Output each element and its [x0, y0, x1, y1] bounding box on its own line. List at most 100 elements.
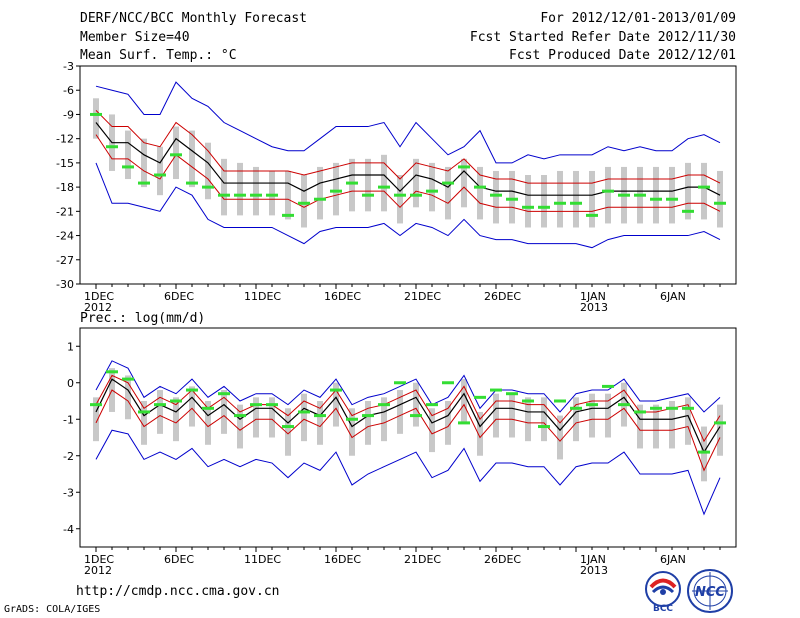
ensemble-box: [157, 390, 163, 434]
observation-mark: [186, 181, 198, 185]
ensemble-box: [717, 404, 723, 456]
ensemble-box: [285, 170, 291, 220]
x-tick-label: 11DEC: [244, 290, 281, 303]
ensemble-box: [317, 166, 323, 220]
ensemble-box: [125, 130, 131, 180]
ensemble-box: [461, 158, 467, 208]
ensemble-box: [637, 404, 643, 449]
observation-mark: [698, 185, 710, 189]
y-tick-label: 0: [67, 377, 74, 390]
observation-mark: [554, 201, 566, 205]
ensemble-box: [525, 397, 531, 442]
observation-mark: [282, 425, 294, 429]
ensemble-box: [589, 393, 595, 438]
observation-mark: [586, 213, 598, 217]
ensemble-box: [605, 166, 611, 224]
ensemble-min-line: [95, 429, 721, 516]
observation-mark: [266, 193, 278, 197]
ensemble-box: [397, 390, 403, 434]
observation-mark: [570, 201, 582, 205]
y-tick-label: 1: [67, 340, 74, 353]
ensemble-box: [349, 408, 355, 456]
ensemble-box: [189, 386, 195, 427]
observation-mark: [490, 193, 502, 197]
y-tick-label: -30: [56, 278, 74, 291]
observation-mark: [682, 406, 694, 410]
ensemble-box: [301, 175, 307, 228]
y-tick-label: -21: [56, 205, 74, 218]
x-tick-label: 1DEC: [84, 553, 114, 566]
y-tick-label: -24: [56, 230, 74, 243]
observation-mark: [378, 403, 390, 407]
x-tick-label: 6DEC: [164, 553, 194, 566]
observation-mark: [554, 399, 566, 403]
member-size-label: Member Size=40: [80, 30, 190, 45]
ensemble-box: [525, 175, 531, 228]
ensemble-box: [653, 166, 659, 224]
ensemble-box: [701, 426, 707, 482]
spread-upper-line: [95, 110, 721, 184]
observation-mark: [298, 410, 310, 414]
observation-mark: [506, 197, 518, 201]
ensemble-box: [381, 397, 387, 442]
y-tick-label: -27: [56, 254, 74, 267]
y-tick-label: -3: [63, 60, 74, 73]
observation-mark: [154, 173, 166, 177]
ensemble-box: [221, 390, 227, 434]
ensemble-box: [333, 382, 339, 427]
observation-mark: [666, 197, 678, 201]
observation-mark: [538, 425, 550, 429]
ensemble-box: [141, 401, 147, 445]
observation-mark: [474, 395, 486, 399]
y-tick-label: -12: [56, 133, 74, 146]
ensemble-box: [333, 162, 339, 216]
observation-mark: [714, 421, 726, 425]
ensemble-box: [365, 158, 371, 212]
ensemble-box: [461, 379, 467, 423]
ensemble-mean-line: [95, 122, 721, 196]
ensemble-box: [413, 382, 419, 427]
observation-mark: [682, 209, 694, 213]
observation-mark: [362, 414, 374, 418]
observation-mark: [378, 185, 390, 189]
x-tick-sublabel: 2013: [580, 301, 608, 314]
ensemble-box: [493, 393, 499, 438]
observation-mark: [234, 414, 246, 418]
ensemble-box: [685, 397, 691, 445]
observation-mark: [698, 450, 710, 454]
y-tick-label: -9: [63, 108, 74, 121]
observation-mark: [266, 403, 278, 407]
observation-mark: [426, 189, 438, 193]
observation-mark: [410, 193, 422, 197]
bcc-logo-text: BCC: [653, 604, 673, 614]
x-tick-label: 1JAN: [580, 290, 606, 303]
ensemble-box: [189, 130, 195, 188]
observation-mark: [250, 403, 262, 407]
observation-mark: [218, 392, 230, 396]
ensemble-box: [253, 397, 259, 438]
y-tick-label: -2: [63, 450, 74, 463]
source-url: http://cmdp.ncc.cma.gov.cn: [76, 584, 280, 599]
x-tick-sublabel: 2013: [580, 564, 608, 577]
observation-mark: [666, 406, 678, 410]
observation-mark: [90, 112, 102, 116]
observation-mark: [458, 421, 470, 425]
ensemble-box: [509, 170, 515, 224]
forecast-period-label: For 2012/12/01-2013/01/09: [540, 11, 736, 26]
ensemble-box: [269, 170, 275, 216]
ensemble-box: [173, 126, 179, 180]
ncc-logo-text: NCC: [695, 585, 725, 600]
chart-title: DERF/NCC/BCC Monthly Forecast: [80, 11, 307, 26]
observation-mark: [202, 185, 214, 189]
x-tick-label: 6DEC: [164, 290, 194, 303]
temperature-variable-label: Mean Surf. Temp.: °C: [80, 48, 237, 63]
grads-credit: GrADS: COLA/IGES: [4, 604, 101, 615]
ensemble-box: [493, 170, 499, 224]
observation-mark: [314, 414, 326, 418]
observation-mark: [346, 417, 358, 421]
observation-mark: [538, 205, 550, 209]
observation-mark: [458, 165, 470, 169]
observation-mark: [186, 388, 198, 392]
